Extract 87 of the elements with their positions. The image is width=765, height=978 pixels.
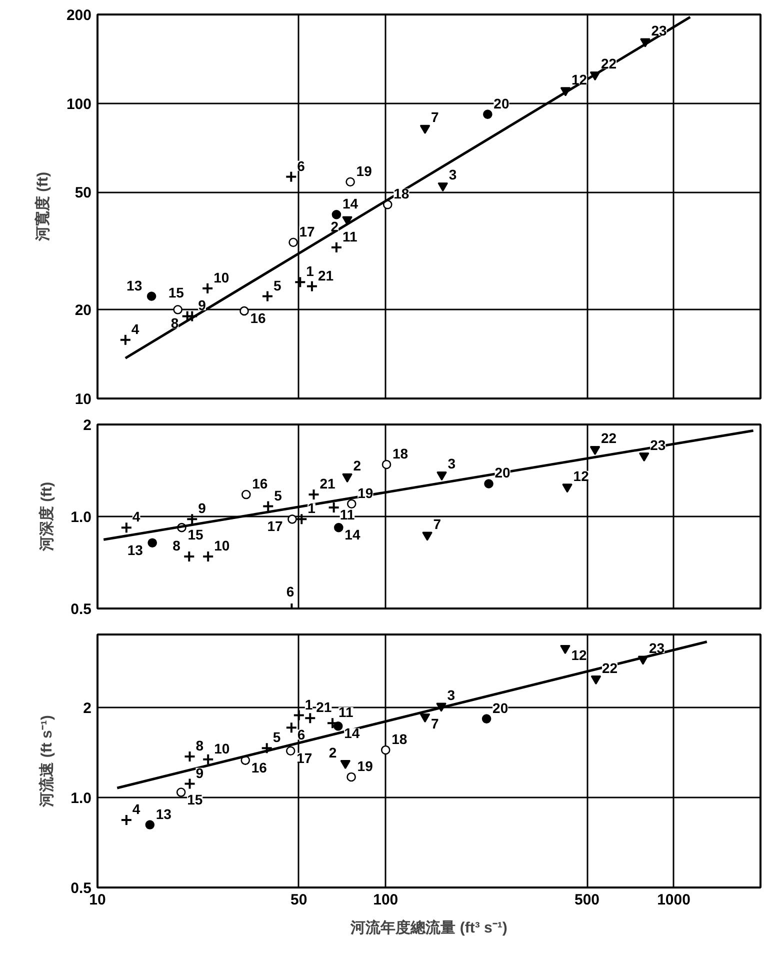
annotation: 1 xyxy=(306,263,314,280)
annotation: 4 xyxy=(131,320,140,337)
annotation: 12 xyxy=(571,647,587,664)
x-tick-label: 100 xyxy=(373,892,398,908)
y-tick-label: 2 xyxy=(83,417,92,434)
annotation: 13 xyxy=(156,806,172,822)
annotation: 8 xyxy=(172,537,181,554)
annotation: 3 xyxy=(448,456,456,472)
x-tick-label: 500 xyxy=(574,892,600,908)
annotation: 21 xyxy=(316,699,332,716)
x-tick-label: 1000 xyxy=(657,892,690,908)
annotation: 16 xyxy=(251,759,268,776)
y-tick-label: 200 xyxy=(66,7,92,24)
annotation: 15 xyxy=(187,791,203,808)
x-axis-title: 河流年度總流量 (ft³ s⁻¹) xyxy=(350,918,508,936)
annotation: 13 xyxy=(126,277,142,294)
annotation: 4 xyxy=(132,508,140,525)
annotation: 14 xyxy=(342,196,358,212)
annotation: 11 xyxy=(340,506,355,523)
y-tick-label: 100 xyxy=(66,96,92,113)
annotation: 8 xyxy=(170,315,179,332)
annotation: 3 xyxy=(448,166,457,183)
annotation: 23 xyxy=(648,640,665,656)
y-tick-label: 1.0 xyxy=(70,790,92,807)
annotation: 6 xyxy=(297,158,306,174)
annotation: 4 xyxy=(132,801,140,818)
annotation: 10 xyxy=(214,269,230,286)
y-tick-label: 1.0 xyxy=(70,509,92,526)
annotation: 17 xyxy=(296,750,312,766)
y-tick-label: 10 xyxy=(74,391,92,408)
annotation: 12 xyxy=(572,71,588,88)
annotation: 14 xyxy=(344,526,360,543)
y-tick-label: 50 xyxy=(74,184,92,202)
y-axis-title: 河深度 (ft) xyxy=(38,482,56,552)
annotation: 5 xyxy=(273,277,282,294)
annotation: 16 xyxy=(252,476,268,492)
annotation: 9 xyxy=(196,764,204,781)
annotation: 18 xyxy=(392,445,408,462)
annotation: 21 xyxy=(318,267,334,284)
annotation: 12 xyxy=(573,468,590,484)
annotation: 1 xyxy=(304,696,313,712)
annotation: 10 xyxy=(214,537,230,554)
y-tick-label: 0.5 xyxy=(70,601,92,618)
annotation: 9 xyxy=(198,297,206,314)
annotation: 16 xyxy=(250,310,266,326)
annotation: 8 xyxy=(196,737,204,754)
annotation: 14 xyxy=(344,725,360,742)
annotation: 5 xyxy=(274,487,282,504)
annotation: 7 xyxy=(431,716,440,732)
annotation: 18 xyxy=(392,730,408,747)
annotation: 17 xyxy=(267,518,283,534)
annotation: 10 xyxy=(214,740,230,756)
annotation: 2 xyxy=(328,744,337,760)
annotation: 20 xyxy=(494,95,510,112)
annotation: 15 xyxy=(168,284,184,301)
annotation: 19 xyxy=(358,484,374,501)
annotation: 22 xyxy=(602,660,618,676)
y-tick-label: 20 xyxy=(74,302,92,320)
annotation: 3 xyxy=(447,686,456,703)
annotation: 18 xyxy=(394,186,410,202)
annotation: 19 xyxy=(356,162,372,179)
annotation: 7 xyxy=(431,109,440,126)
annotation: 22 xyxy=(601,56,617,72)
annotation: 2 xyxy=(353,458,362,474)
x-tick-label: 50 xyxy=(290,892,308,908)
y-axis-title: 河寬度 (ft) xyxy=(33,172,52,242)
annotation: 22 xyxy=(601,430,617,446)
annotation: 11 xyxy=(338,704,354,720)
y-axis-title: 河流速 (ft s⁻¹) xyxy=(38,715,56,808)
annotation: 7 xyxy=(433,516,442,532)
annotation: 20 xyxy=(494,464,511,481)
y-tick-label: 2 xyxy=(83,700,92,717)
annotation: 21 xyxy=(320,476,336,492)
annotation: 23 xyxy=(650,436,666,453)
annotation: 13 xyxy=(127,542,144,558)
annotation: 20 xyxy=(492,700,508,716)
annotation: 9 xyxy=(198,500,206,516)
annotation: 1 xyxy=(308,500,316,516)
annotation: 19 xyxy=(357,758,374,774)
annotation: 15 xyxy=(188,526,204,543)
annotation: 2 xyxy=(330,218,339,235)
annotation: 17 xyxy=(299,223,316,240)
annotation: 23 xyxy=(651,22,667,39)
annotation: 11 xyxy=(342,228,358,244)
annotation: 6 xyxy=(286,584,294,600)
annotation: 6 xyxy=(297,726,306,743)
annotation: 5 xyxy=(272,729,281,746)
